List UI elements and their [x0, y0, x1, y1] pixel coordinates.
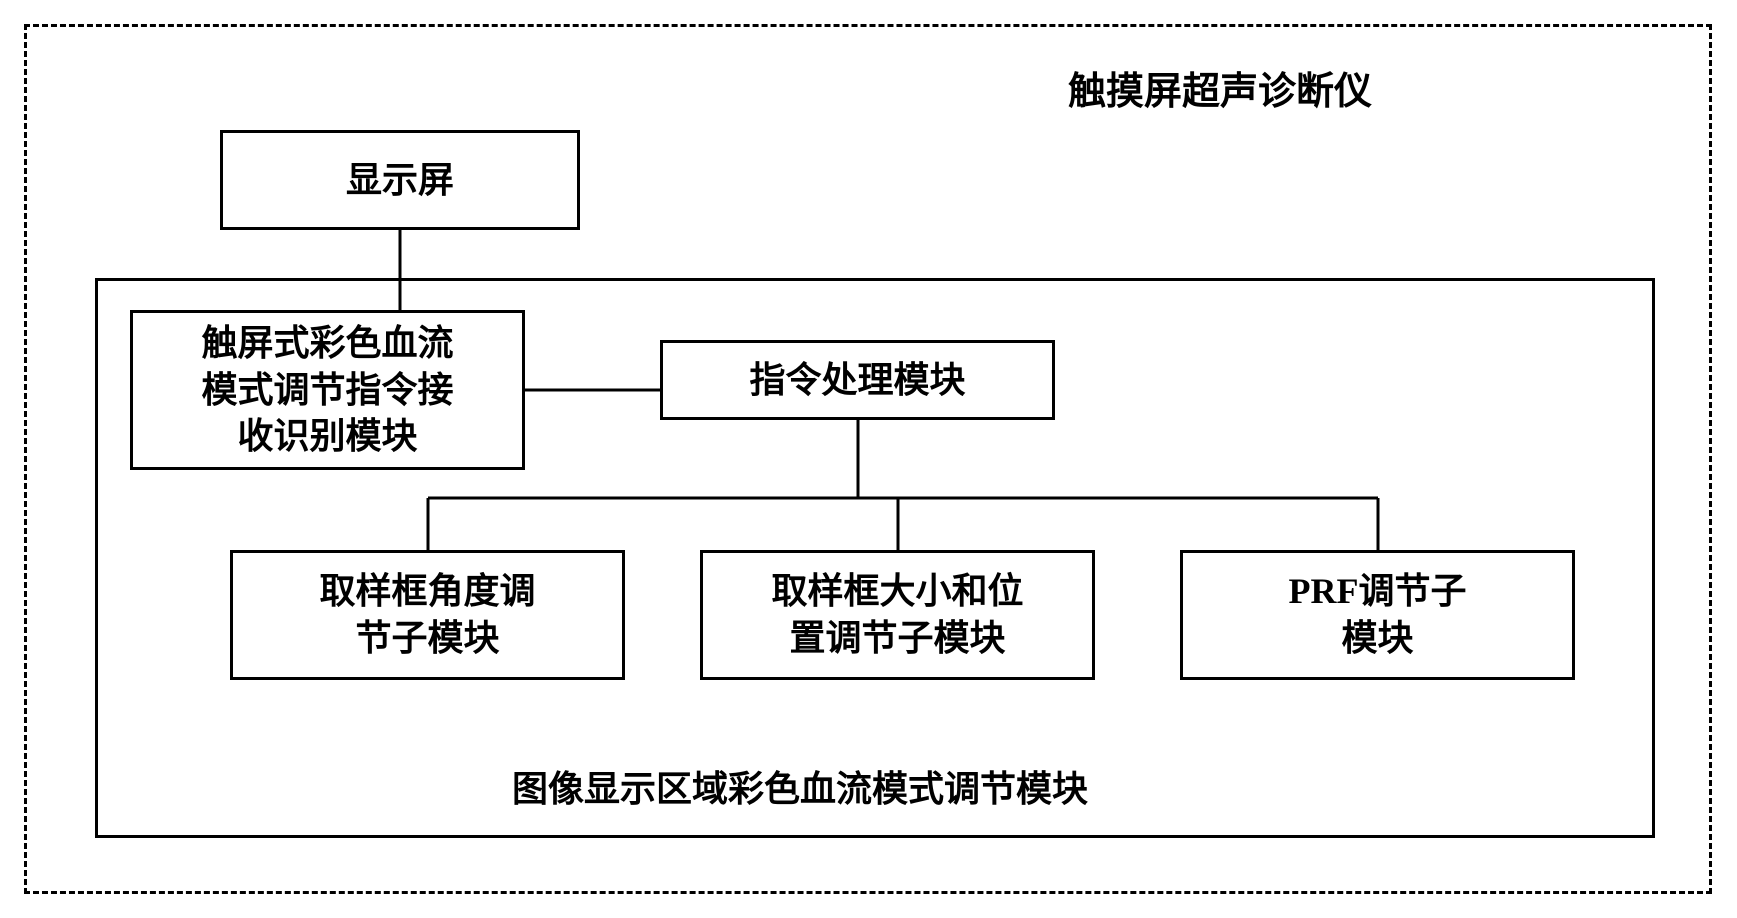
node-sizepos-label: 取样框大小和位 置调节子模块 — [771, 568, 1023, 662]
diagram-title: 触摸屏超声诊断仪 — [970, 60, 1470, 115]
inner-box-label: 图像显示区域彩色血流模式调节模块 — [350, 760, 1250, 812]
node-receiver-module: 触屏式彩色血流 模式调节指令接 收识别模块 — [130, 310, 525, 470]
node-processor-label: 指令处理模块 — [749, 357, 965, 404]
node-prf-submodule: PRF调节子 模块 — [1180, 550, 1575, 680]
node-receiver-label: 触屏式彩色血流 模式调节指令接 收识别模块 — [201, 320, 453, 460]
node-display-label: 显示屏 — [346, 157, 454, 204]
node-angle-submodule: 取样框角度调 节子模块 — [230, 550, 625, 680]
node-sizepos-submodule: 取样框大小和位 置调节子模块 — [700, 550, 1095, 680]
node-angle-label: 取样框角度调 节子模块 — [319, 568, 535, 662]
node-processor-module: 指令处理模块 — [660, 340, 1055, 420]
node-display-screen: 显示屏 — [220, 130, 580, 230]
diagram-root: 触摸屏超声诊断仪 显示屏 触屏式彩色血流 模式调节指令接 收识别模块 指令处理模… — [20, 20, 1717, 898]
node-prf-label: PRF调节子 模块 — [1289, 568, 1467, 662]
